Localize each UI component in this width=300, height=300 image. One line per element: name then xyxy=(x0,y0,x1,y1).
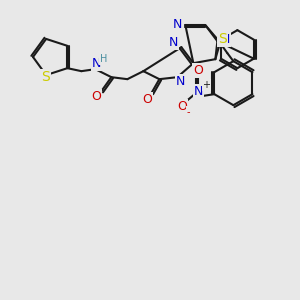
Text: +: + xyxy=(202,80,210,90)
Text: N: N xyxy=(194,85,203,98)
Text: N: N xyxy=(173,18,182,31)
Text: H: H xyxy=(100,54,107,64)
Text: N: N xyxy=(92,57,101,70)
Text: N: N xyxy=(221,33,230,46)
Text: O: O xyxy=(177,100,187,113)
Text: O: O xyxy=(194,64,203,77)
Text: O: O xyxy=(142,93,152,106)
Text: N: N xyxy=(176,75,185,88)
Text: -: - xyxy=(187,107,190,117)
Text: S: S xyxy=(41,70,50,84)
Text: S: S xyxy=(218,32,227,46)
Text: N: N xyxy=(169,36,178,49)
Text: O: O xyxy=(92,90,101,103)
